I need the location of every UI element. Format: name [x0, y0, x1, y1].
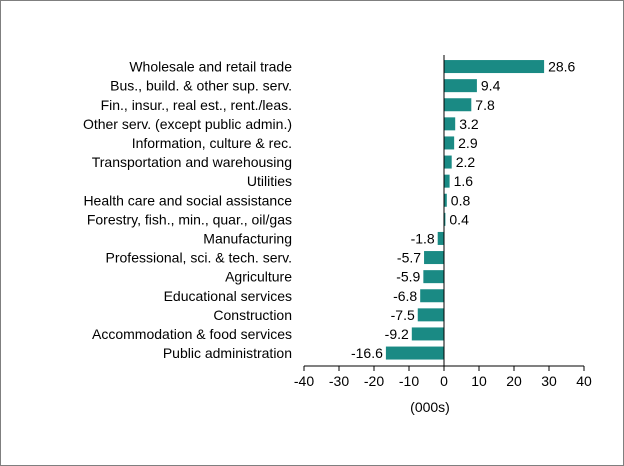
category-label: Wholesale and retail trade	[129, 59, 292, 75]
data-label: -9.2	[385, 326, 409, 342]
category-label: Accommodation & food services	[92, 326, 292, 342]
category-label: Other serv. (except public admin.)	[83, 116, 292, 132]
category-label: Construction	[213, 307, 292, 323]
x-axis-title: (000s)	[410, 399, 450, 415]
category-label: Manufacturing	[203, 230, 292, 246]
bar-6	[444, 174, 450, 188]
bar-1	[444, 79, 477, 93]
x-tick-label: 30	[541, 373, 557, 389]
x-tick-label: -40	[294, 373, 314, 389]
bar-13	[417, 308, 444, 322]
bar-10	[424, 251, 444, 265]
category-label: Bus., build. & other sup. serv.	[110, 78, 292, 94]
bar-11	[423, 270, 444, 284]
bar-15	[385, 346, 444, 360]
data-label: -7.5	[391, 307, 415, 323]
data-label: 28.6	[548, 59, 575, 75]
data-label: -6.8	[393, 288, 417, 304]
bar-12	[420, 289, 444, 303]
category-label: Health care and social assistance	[83, 192, 292, 208]
x-tick-label: 20	[506, 373, 522, 389]
x-tick-label: 0	[440, 373, 448, 389]
data-label: 9.4	[481, 78, 501, 94]
bar-0	[444, 60, 545, 74]
bar-9	[437, 231, 444, 245]
x-tick-label: 10	[471, 373, 487, 389]
x-tick-label: -20	[364, 373, 384, 389]
x-tick-label: -30	[329, 373, 349, 389]
category-label: Fin., insur., real est., rent./leas.	[101, 97, 292, 113]
bar-7	[444, 193, 447, 207]
category-label: Transportation and warehousing	[92, 154, 292, 170]
x-tick-label: -10	[399, 373, 419, 389]
category-label: Educational services	[164, 288, 292, 304]
data-label: 2.9	[458, 135, 478, 151]
data-label: -5.7	[397, 250, 421, 266]
data-label: 7.8	[475, 97, 495, 113]
bar-8	[444, 212, 446, 226]
category-label: Forestry, fish., min., quar., oil/gas	[87, 211, 292, 227]
data-label: 0.8	[451, 192, 471, 208]
bar-5	[444, 155, 452, 169]
bar-14	[411, 327, 444, 341]
category-label: Professional, sci. & tech. serv.	[106, 250, 292, 266]
data-label: 3.2	[459, 116, 479, 132]
category-label: Utilities	[247, 173, 292, 189]
x-tick-label: 40	[576, 373, 592, 389]
category-label: Public administration	[163, 345, 292, 361]
category-label: Information, culture & rec.	[132, 135, 292, 151]
data-label: -16.6	[351, 345, 383, 361]
data-label: -1.8	[411, 230, 435, 246]
bar-2	[444, 98, 472, 112]
bar-3	[444, 117, 456, 131]
data-label: -5.9	[396, 269, 420, 285]
data-label: 1.6	[454, 173, 474, 189]
bar-4	[444, 136, 455, 150]
data-label: 2.2	[456, 154, 476, 170]
category-label: Agriculture	[225, 269, 292, 285]
data-label: 0.4	[449, 211, 469, 227]
